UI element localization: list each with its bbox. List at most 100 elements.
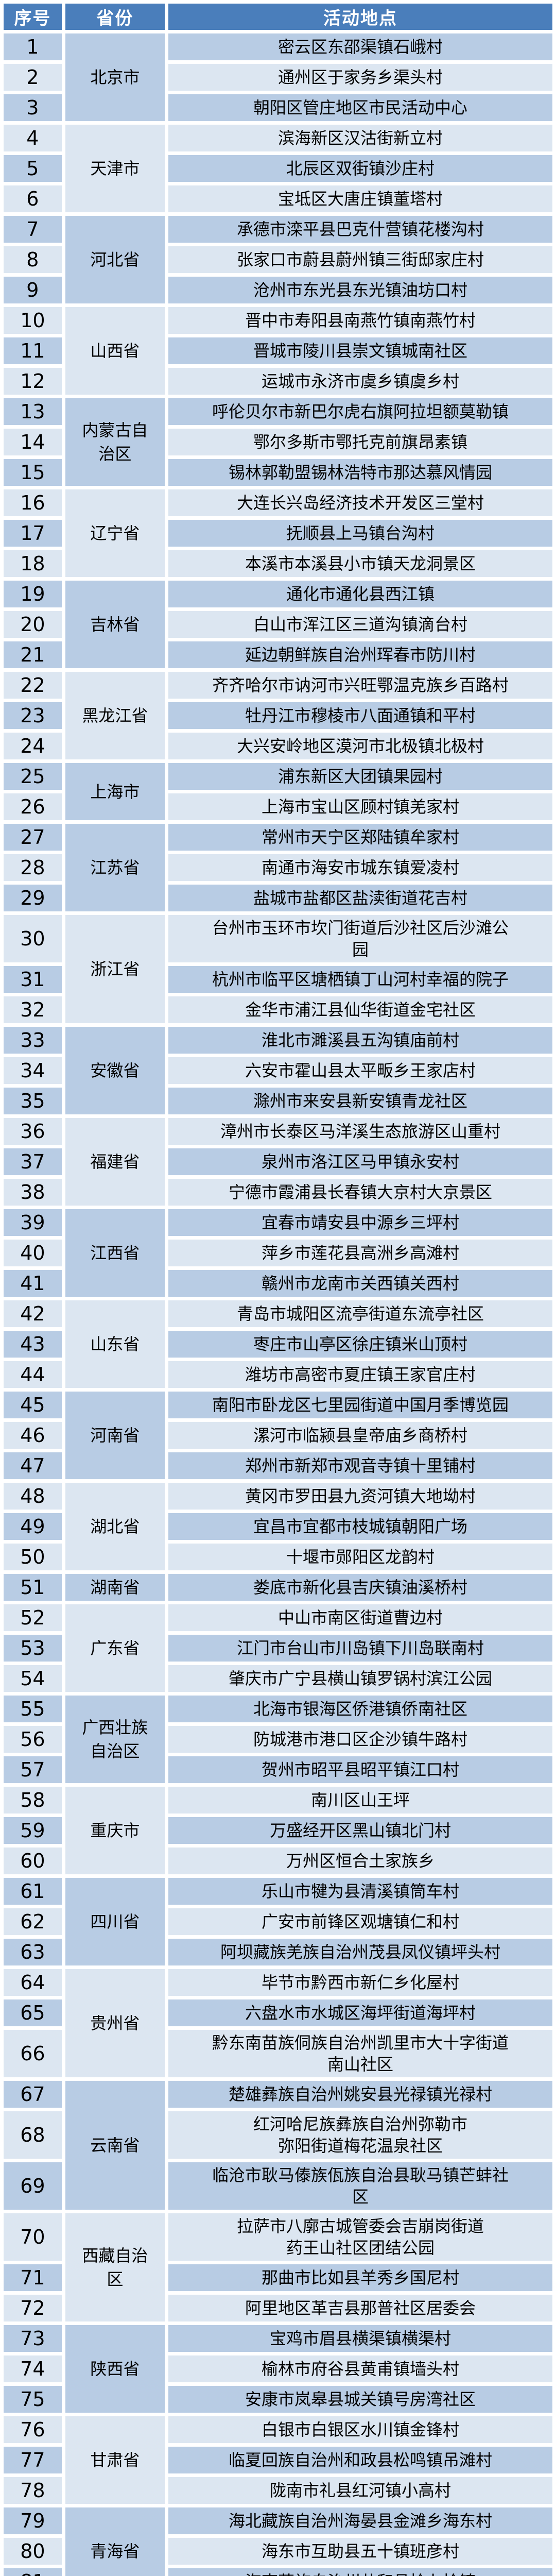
- location-cell: 楚雄彝族自治州姚安县光禄镇光禄村: [168, 2081, 552, 2108]
- location-cell: 南阳市卧龙区七里园街道中国月季博览园: [168, 1392, 552, 1418]
- serial-cell: 24: [4, 733, 62, 759]
- table-row: 21 延边朝鲜族自治州珲春市防川村: [4, 641, 552, 668]
- province-cell: 甘肃省: [65, 2416, 165, 2504]
- table-row: 1 北京市 密云区东邵渠镇石峨村: [4, 33, 552, 121]
- table-row: 24 大兴安岭地区漠河市北极镇北极村: [4, 733, 552, 759]
- location-cell: 防城港市港口区企沙镇牛路村: [168, 1726, 552, 1753]
- serial-cell: 42: [4, 1300, 62, 1327]
- province-cell: 吉林省: [65, 581, 165, 668]
- serial-cell: 2: [4, 64, 62, 91]
- table-header: 序号 省份 活动地点: [4, 4, 552, 30]
- location-cell: 白山市浑江区三道沟镇滴台村: [168, 611, 552, 638]
- province-cell: 青海省: [65, 2507, 165, 2576]
- table-body: 1 北京市 密云区东邵渠镇石峨村 2 通州区于家务乡渠头村 3 朝阳区管庄地区市民活动中心 4…: [4, 33, 552, 2576]
- serial-cell: 67: [4, 2081, 62, 2108]
- province-cell: 浙江省: [65, 915, 165, 1023]
- table-row: 33 安徽省 淮北市濉溪县五沟镇庙前村: [4, 1027, 552, 1114]
- serial-cell: 5: [4, 155, 62, 182]
- serial-cell: 10: [4, 307, 62, 334]
- serial-cell: 54: [4, 1665, 62, 1692]
- location-cell: 宜春市靖安县中源乡三坪村: [168, 1209, 552, 1236]
- table-row: 69 临沧市耿马傣族佤族自治县耿马镇芒蚌社 区: [4, 2162, 552, 2210]
- serial-cell: 56: [4, 1726, 62, 1753]
- serial-cell: 23: [4, 702, 62, 729]
- serial-cell: 44: [4, 1361, 62, 1388]
- location-cell: 乐山市犍为县清溪镇筒车村: [168, 1878, 552, 1905]
- serial-cell: 19: [4, 581, 62, 607]
- table-row: 77 临夏回族自治州和政县松鸣镇吊滩村: [4, 2447, 552, 2473]
- location-cell: 宝鸡市眉县横渠镇横渠村: [168, 2325, 552, 2352]
- location-cell: 泉州市洛江区马甲镇永安村: [168, 1148, 552, 1175]
- serial-cell: 21: [4, 641, 62, 668]
- location-cell: 张家口市蔚县蔚州镇三街邸家庄村: [168, 246, 552, 273]
- location-cell: 六安市霍山县太平畈乡王家店村: [168, 1057, 552, 1084]
- province-cell: 广东省: [65, 1604, 165, 1692]
- table-row: 18 本溪市本溪县小市镇天龙洞景区: [4, 550, 552, 577]
- location-cell: 南通市海安市城东镇爱凌村: [168, 854, 552, 881]
- location-cell: 毕节市黔西市新仁乡化屋村: [168, 1969, 552, 1996]
- serial-cell: 11: [4, 337, 62, 364]
- serial-cell: 33: [4, 1027, 62, 1054]
- location-cell: 海东市互助县五十镇班彦村: [168, 2538, 552, 2565]
- serial-cell: 9: [4, 277, 62, 303]
- location-cell: 榆林市府谷县黄甫镇墙头村: [168, 2355, 552, 2382]
- table-row: 71 那曲市比如县羊秀乡国尼村: [4, 2264, 552, 2291]
- table-row: 56 防城港市港口区企沙镇牛路村: [4, 1726, 552, 1753]
- table-row: 32 金华市浦江县仙华街道金宅社区: [4, 996, 552, 1023]
- table-row: 70 西藏自治区 拉萨市八廓古城管委会吉崩岗街道 药王山社区团结公园: [4, 2213, 552, 2321]
- location-cell: 漯河市临颍县皇帝庙乡商桥村: [168, 1422, 552, 1449]
- serial-cell: 16: [4, 489, 62, 516]
- serial-cell: 36: [4, 1118, 62, 1145]
- province-cell: 湖南省: [65, 1574, 165, 1601]
- location-cell: 临沧市耿马傣族佤族自治县耿马镇芒蚌社 区: [168, 2162, 552, 2210]
- serial-cell: 40: [4, 1240, 62, 1266]
- serial-cell: 73: [4, 2325, 62, 2352]
- province-cell: 贵州省: [65, 1969, 165, 2077]
- serial-cell: 78: [4, 2477, 62, 2504]
- table-row: 78 陇南市礼县红河镇小高村: [4, 2477, 552, 2504]
- serial-cell: 27: [4, 824, 62, 851]
- serial-cell: 4: [4, 125, 62, 151]
- location-cell: 红河哈尼族彝族自治州弥勒市 弥阳街道梅花温泉社区: [168, 2111, 552, 2159]
- location-cell: 枣庄市山亭区徐庄镇米山顶村: [168, 1331, 552, 1358]
- serial-cell: 52: [4, 1604, 62, 1631]
- province-cell: 山西省: [65, 307, 165, 395]
- serial-cell: 77: [4, 2447, 62, 2473]
- serial-cell: 14: [4, 429, 62, 455]
- table-row: 10 山西省 晋中市寿阳县南燕竹镇南燕竹村: [4, 307, 552, 395]
- serial-cell: 63: [4, 1939, 62, 1965]
- location-cell: 六盘水市水城区海坪街道海坪村: [168, 1999, 552, 2026]
- serial-cell: 43: [4, 1331, 62, 1358]
- table-row: 55 广西壮族自治区 北海市银海区侨港镇侨南社区: [4, 1696, 552, 1783]
- serial-cell: 31: [4, 966, 62, 993]
- province-cell: 黑龙江省: [65, 672, 165, 759]
- table-row: 15 锡林郭勒盟锡林浩特市那达慕风情园: [4, 459, 552, 486]
- location-cell: 赣州市龙南市关西镇关西村: [168, 1270, 552, 1297]
- serial-cell: 45: [4, 1392, 62, 1418]
- table-row: 54 肇庆市广宁县横山镇罗锅村滨江公园: [4, 1665, 552, 1692]
- serial-cell: 62: [4, 1908, 62, 1935]
- location-cell: 大连长兴岛经济技术开发区三堂村: [168, 489, 552, 516]
- table-row: 73 陕西省 宝鸡市眉县横渠镇横渠村: [4, 2325, 552, 2413]
- location-cell: 承德市滦平县巴克什营镇花楼沟村: [168, 216, 552, 243]
- serial-cell: 8: [4, 246, 62, 273]
- serial-cell: 66: [4, 2030, 62, 2077]
- serial-cell: 41: [4, 1270, 62, 1297]
- location-cell: 金华市浦江县仙华街道金宅社区: [168, 996, 552, 1023]
- table-row: 3 朝阳区管庄地区市民活动中心: [4, 94, 552, 121]
- serial-cell: 58: [4, 1787, 62, 1814]
- table-row: 50 十堰市郧阳区龙韵村: [4, 1544, 552, 1570]
- province-cell: 天津市: [65, 125, 165, 212]
- location-cell: 肇庆市广宁县横山镇罗锅村滨江公园: [168, 1665, 552, 1692]
- location-cell: 滨海新区汉沽街新立村: [168, 125, 552, 151]
- table-row: 23 牡丹江市穆棱市八面通镇和平村: [4, 702, 552, 729]
- serial-cell: 71: [4, 2264, 62, 2291]
- location-cell: 江门市台山市川岛镇下川岛联南村: [168, 1635, 552, 1662]
- serial-cell: 22: [4, 672, 62, 699]
- table-row: 25 上海市 浦东新区大团镇果园村: [4, 763, 552, 820]
- table-row: 65 六盘水市水城区海坪街道海坪村: [4, 1999, 552, 2026]
- location-cell: 贺州市昭平县昭平镇江口村: [168, 1756, 552, 1783]
- province-cell: 北京市: [65, 33, 165, 121]
- location-cell: 北辰区双街镇沙庄村: [168, 155, 552, 182]
- location-cell: 海北藏族自治州海晏县金滩乡海东村: [168, 2507, 552, 2534]
